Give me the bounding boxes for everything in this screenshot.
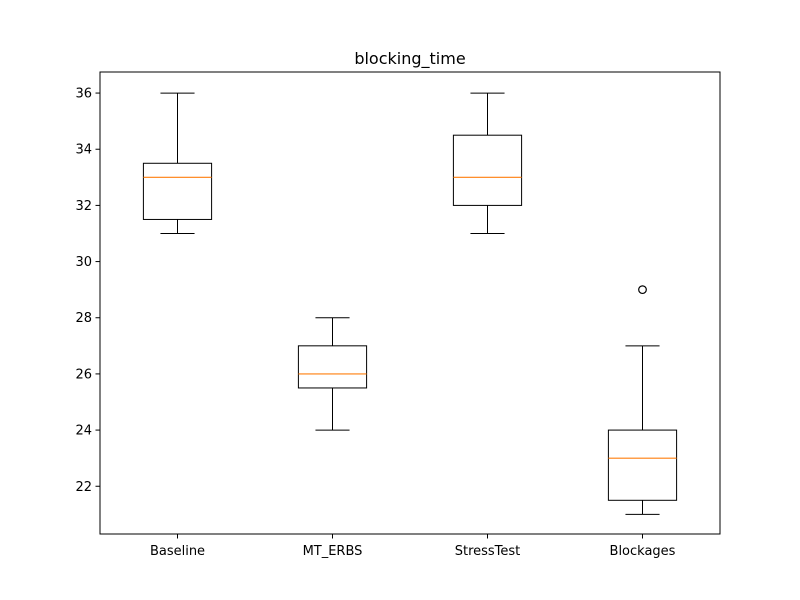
plot-marks xyxy=(142,92,678,515)
box-group xyxy=(607,285,678,515)
y-tick-label: 26 xyxy=(75,367,92,382)
y-tick-label: 30 xyxy=(75,255,92,270)
y-tick-label: 24 xyxy=(75,424,92,439)
box-group xyxy=(142,92,213,234)
x-tick-label: Baseline xyxy=(150,544,205,559)
box-group xyxy=(452,92,523,234)
box-iqr xyxy=(452,134,523,206)
box-iqr xyxy=(142,162,213,220)
y-tick-label: 32 xyxy=(75,199,92,214)
chart-title: blocking_time xyxy=(354,49,465,69)
x-tick-label: StressTest xyxy=(455,544,521,559)
y-tick-label: 28 xyxy=(75,311,92,326)
x-tick-label: Blockages xyxy=(610,544,676,559)
y-tick-label: 34 xyxy=(75,143,92,158)
y-tick-label: 36 xyxy=(75,87,92,102)
box-iqr xyxy=(607,429,678,501)
box-iqr xyxy=(297,345,368,389)
y-tick-label: 22 xyxy=(75,480,92,495)
outlier-point xyxy=(638,285,647,295)
plot-frame xyxy=(99,71,721,535)
box-group xyxy=(297,317,368,431)
y-axis: 22 24 26 28 30 32 34 36 xyxy=(75,87,100,495)
x-axis: Baseline MT_ERBS StressTest Blockages xyxy=(150,534,676,559)
x-tick-label: MT_ERBS xyxy=(303,544,363,559)
